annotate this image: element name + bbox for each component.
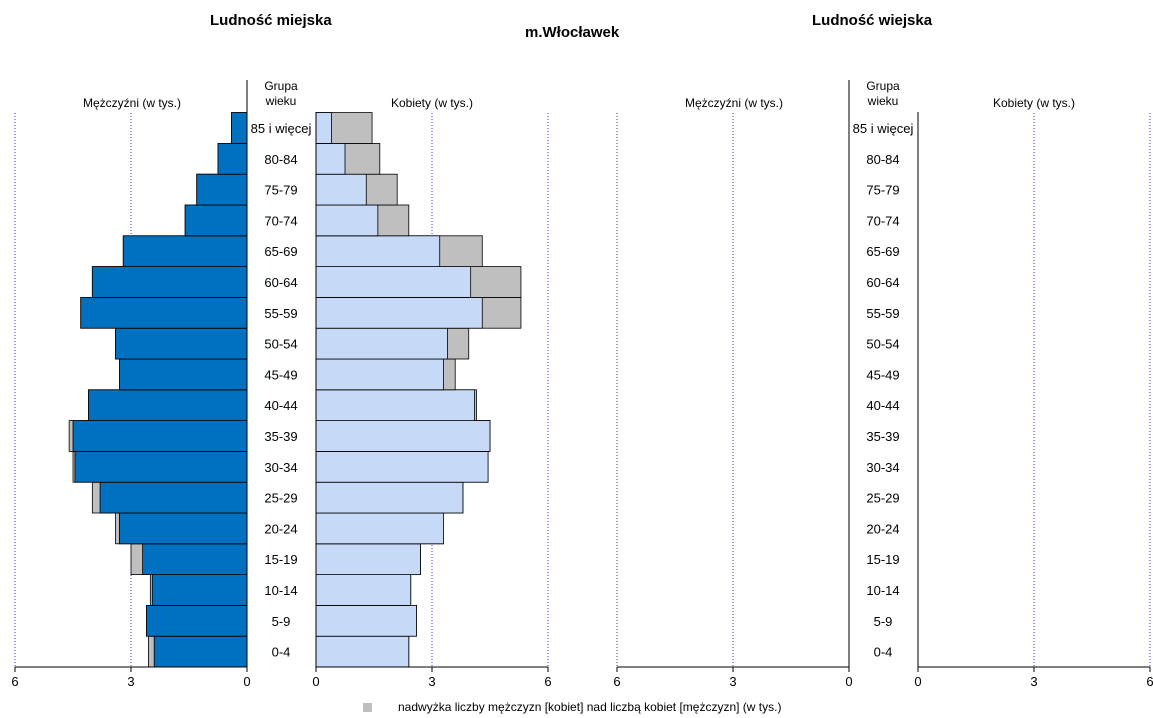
rural-age-group-label: 65-69 (866, 244, 899, 259)
urban-age-group-label: 45-49 (264, 367, 297, 382)
rural-men-axis-label: Mężczyźni (w tys.) (685, 96, 783, 110)
urban-women-bar (315, 481, 464, 514)
urban-women-bar (315, 389, 475, 421)
urban-women-bar (315, 420, 491, 452)
urban-men-bar (119, 358, 248, 391)
rural-age-group-label: 40-44 (866, 398, 899, 413)
rural-age-group-label: 70-74 (866, 213, 899, 228)
rural-women-tick-label: 0 (914, 674, 921, 689)
rural-age-group-label: 25-29 (866, 491, 899, 506)
rural-age-group-label: 75-79 (866, 183, 899, 198)
rural-men-tick-label: 3 (729, 674, 736, 689)
urban-women-bar (315, 266, 472, 298)
surplus-legend-swatch (363, 703, 372, 712)
urban-women-bar (315, 512, 444, 545)
urban-age-group-label: 75-79 (264, 183, 297, 198)
urban-men-bar (217, 142, 248, 175)
urban-women-bar (315, 635, 410, 668)
urban-age-group-label: 55-59 (264, 306, 297, 321)
rural-age-group-label: 15-19 (866, 552, 899, 567)
urban-men-bar (99, 481, 248, 514)
rural-women-tick-label: 6 (1146, 674, 1153, 689)
urban-age-group-label: 50-54 (264, 337, 297, 352)
urban-men-bar (115, 327, 248, 360)
urban-group-label: Grupa (264, 79, 298, 93)
rural-age-group-label: 10-14 (866, 583, 899, 598)
urban-women-bar (315, 574, 412, 606)
rural-age-group-label: 5-9 (874, 614, 893, 629)
urban-age-group-label: 80-84 (264, 152, 297, 167)
urban-men-bar (146, 605, 248, 637)
urban-women-bar (315, 112, 332, 144)
rural-age-group-label: 85 i więcej (853, 121, 914, 136)
rural-age-group-label: 80-84 (866, 152, 899, 167)
rural-group-label: wieku (867, 94, 899, 108)
rural-age-group-label: 45-49 (866, 367, 899, 382)
urban-women-tick-label: 3 (428, 674, 435, 689)
urban-women-bar (315, 296, 483, 329)
rural-age-group-label: 35-39 (866, 429, 899, 444)
urban-men-bar (80, 296, 248, 329)
urban-women-bar (315, 173, 367, 206)
urban-age-group-label: 70-74 (264, 213, 297, 228)
urban-women-bar (315, 543, 421, 575)
urban-women-bar (315, 358, 444, 391)
urban-men-bar (153, 635, 248, 668)
urban-men-tick-label: 3 (127, 674, 134, 689)
urban-women-bar (315, 605, 417, 637)
urban-women-bar (315, 235, 441, 268)
urban-men-bar (142, 543, 248, 575)
urban-age-group-label: 25-29 (264, 491, 297, 506)
urban-men-bar (122, 235, 248, 268)
rural-age-group-label: 30-34 (866, 460, 899, 475)
urban-men-bar (151, 574, 248, 606)
urban-men-axis-label: Mężczyźni (w tys.) (83, 96, 181, 110)
urban-men-tick-label: 0 (243, 674, 250, 689)
urban-men-bar (119, 512, 248, 545)
urban-women-bar (315, 204, 379, 237)
rural-men-tick-label: 0 (845, 674, 852, 689)
urban-title: Ludność miejska (210, 12, 332, 29)
urban-women-bar (315, 327, 448, 360)
city-title: m.Włocławek (525, 24, 620, 41)
rural-women-tick-label: 3 (1030, 674, 1037, 689)
urban-men-bar (74, 450, 248, 483)
urban-men-tick-label: 6 (11, 674, 18, 689)
urban-men-bar (88, 389, 248, 421)
urban-age-group-label: 35-39 (264, 429, 297, 444)
urban-men-bar (184, 204, 248, 237)
urban-women-tick-label: 6 (544, 674, 551, 689)
rural-men-tick-label: 6 (613, 674, 620, 689)
urban-men-bar (91, 266, 248, 298)
rural-age-group-label: 55-59 (866, 306, 899, 321)
rural-age-group-label: 50-54 (866, 337, 899, 352)
urban-men-bar (196, 173, 248, 206)
surplus-legend-text: nadwyżka liczby mężczyzn [kobiet] nad li… (398, 700, 782, 714)
urban-women-tick-label: 0 (312, 674, 319, 689)
urban-age-group-label: 40-44 (264, 398, 297, 413)
rural-age-group-label: 60-64 (866, 275, 899, 290)
rural-women-axis-label: Kobiety (w tys.) (993, 96, 1075, 110)
urban-age-group-label: 10-14 (264, 583, 297, 598)
urban-age-group-label: 60-64 (264, 275, 297, 290)
urban-age-group-label: 5-9 (272, 614, 291, 629)
urban-women-bar (315, 450, 489, 483)
urban-men-bar (231, 112, 248, 144)
urban-age-group-label: 20-24 (264, 521, 297, 536)
urban-group-label: wieku (265, 94, 297, 108)
rural-age-group-label: 0-4 (874, 645, 893, 660)
urban-age-group-label: 0-4 (272, 645, 291, 660)
rural-group-label: Grupa (866, 79, 900, 93)
urban-women-axis-label: Kobiety (w tys.) (391, 96, 473, 110)
urban-women-bar (315, 142, 346, 175)
urban-age-group-label: 65-69 (264, 244, 297, 259)
rural-title: Ludność wiejska (812, 12, 933, 29)
urban-men-bar (72, 420, 248, 452)
urban-age-group-label: 15-19 (264, 552, 297, 567)
rural-age-group-label: 20-24 (866, 521, 899, 536)
urban-age-group-label: 85 i więcej (251, 121, 312, 136)
urban-age-group-label: 30-34 (264, 460, 297, 475)
